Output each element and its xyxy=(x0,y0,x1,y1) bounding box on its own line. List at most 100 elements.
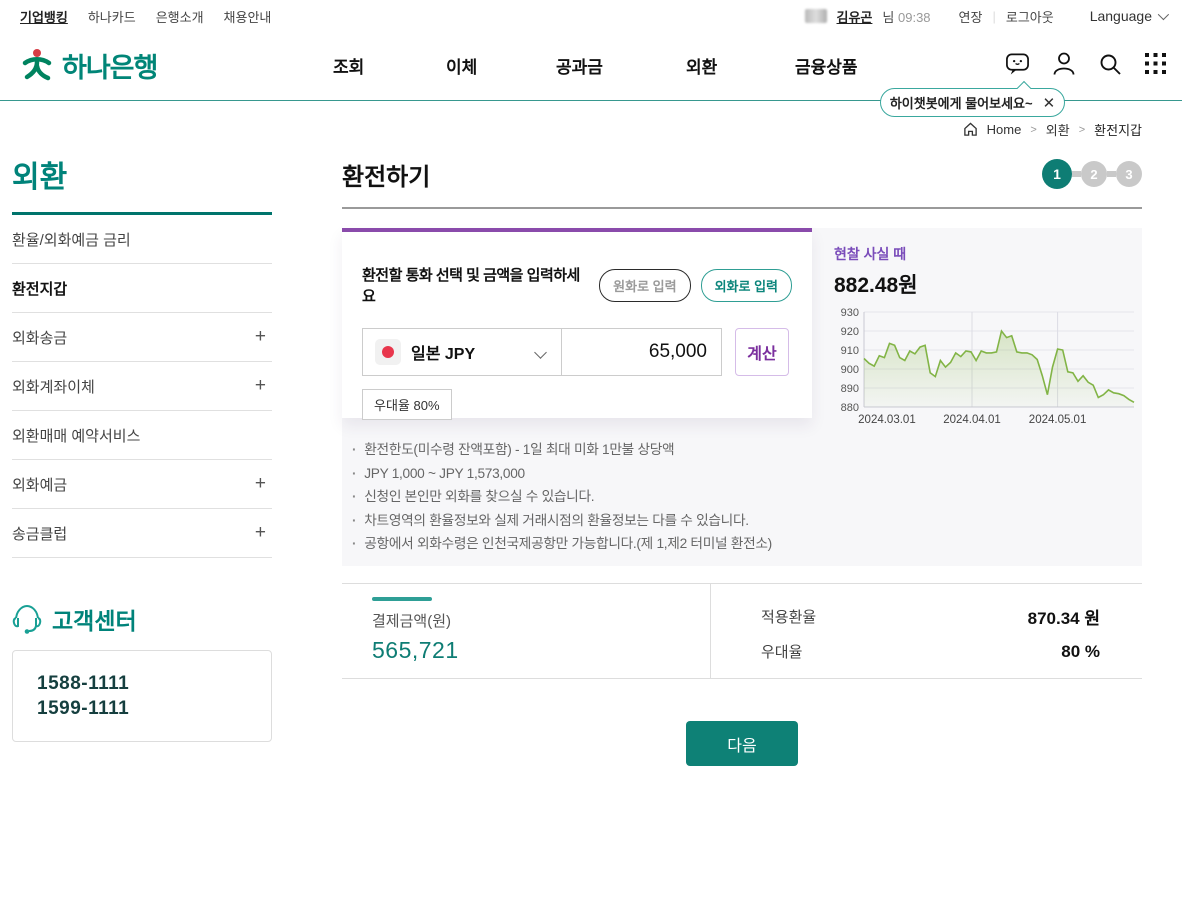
svg-text:910: 910 xyxy=(841,345,859,357)
note-item: JPY 1,000 ~ JPY 1,573,000 xyxy=(352,462,772,486)
sidebar-item-fx-account-transfer[interactable]: 외화계좌이체 + xyxy=(12,362,272,411)
headset-icon xyxy=(12,604,42,634)
nav-inquiry[interactable]: 조회 xyxy=(333,58,365,77)
logout-button[interactable]: 로그아웃 xyxy=(1005,9,1054,25)
next-button[interactable]: 다음 xyxy=(686,721,798,766)
breadcrumb-current: 환전지갑 xyxy=(1094,123,1142,138)
sidebar-item-remittance-club[interactable]: 송금클럽 + xyxy=(12,509,272,558)
currency-select[interactable]: 일본 JPY xyxy=(362,328,562,376)
input-in-fx-button[interactable]: 외화로 입력 xyxy=(700,268,792,302)
amount-input[interactable] xyxy=(562,328,722,376)
tooltip-close-icon[interactable]: ✕ xyxy=(1042,94,1056,112)
logo-text: 하나은행 xyxy=(62,53,158,83)
step-2: 2 xyxy=(1081,161,1107,187)
svg-text:2024.05.01: 2024.05.01 xyxy=(1029,414,1087,426)
note-item: 신청인 본인만 외화를 찾으실 수 있습니다. xyxy=(352,485,772,509)
accent-bar xyxy=(372,597,432,601)
sidebar-item-fx-remittance[interactable]: 외화송금 + xyxy=(12,313,272,362)
payment-amount-block: 결제금액(원) 565,721 xyxy=(342,584,710,678)
header: 하나은행 조회 이체 공과금 외환 금융상품 xyxy=(0,32,1182,101)
nav-transfer[interactable]: 이체 xyxy=(446,58,478,77)
step-connector xyxy=(1107,171,1116,177)
expand-icon[interactable]: + xyxy=(254,473,266,494)
breadcrumb: Home > 외환 > 환전지갑 xyxy=(963,120,1142,139)
chatbot-icon[interactable] xyxy=(1005,51,1030,76)
svg-text:2024.04.01: 2024.04.01 xyxy=(943,414,1001,426)
expand-icon[interactable]: + xyxy=(254,326,266,347)
home-icon[interactable] xyxy=(963,122,978,137)
phone-number: 1588-1111 xyxy=(37,673,130,694)
svg-text:930: 930 xyxy=(841,307,859,319)
user-avatar xyxy=(804,9,827,23)
expand-icon[interactable]: + xyxy=(254,522,266,543)
nav-financial-products[interactable]: 금융상품 xyxy=(795,58,858,77)
breadcrumb-forex[interactable]: 외환 xyxy=(1045,123,1070,138)
step-1: 1 xyxy=(1042,159,1072,189)
chevron-down-icon xyxy=(534,345,547,359)
form-label: 환전할 통화 선택 및 금액을 입력하세요 xyxy=(362,267,580,305)
svg-text:2024.03.01: 2024.03.01 xyxy=(858,414,916,426)
input-in-krw-button[interactable]: 원화로 입력 xyxy=(599,268,691,302)
note-item: 차트영역의 환율정보와 실제 거래시점의 환율정보는 다를 수 있습니다. xyxy=(352,509,772,533)
link-hana-card[interactable]: 하나카드 xyxy=(87,9,136,25)
applied-rate-label: 적용환율 xyxy=(761,609,817,626)
exchange-panel: 환전할 통화 선택 및 금액을 입력하세요 원화로 입력 외화로 입력 일본 J… xyxy=(342,228,1142,566)
applied-rate-value: 870.34 원 xyxy=(1027,609,1100,628)
sidebar-item-fx-reservation[interactable]: 외환매매 예약서비스 xyxy=(12,411,272,460)
currency-name: 일본 JPY xyxy=(411,346,476,363)
customer-center-title: 고객센터 xyxy=(52,608,137,634)
tooltip-text: 하이챗봇에게 물어보세요~ xyxy=(889,96,1033,111)
exchange-input-card: 환전할 통화 선택 및 금액을 입력하세요 원화로 입력 외화로 입력 일본 J… xyxy=(342,228,812,420)
rate-line-chart: 880 890 900 910 920 930 2024.03.01 2024.04.01 20… xyxy=(841,307,1135,426)
link-corporate-banking[interactable]: 기업뱅킹 xyxy=(20,9,68,25)
sidebar-item-fx-deposit[interactable]: 외화예금 + xyxy=(12,460,272,509)
phone-number: 1599-1111 xyxy=(37,698,130,719)
svg-text:920: 920 xyxy=(841,326,859,338)
breadcrumb-separator: > xyxy=(1078,123,1086,136)
step-indicator: 1 2 3 xyxy=(1042,159,1142,189)
step-connector xyxy=(1072,171,1081,177)
svg-text:880: 880 xyxy=(841,402,859,414)
hana-logo-icon xyxy=(22,48,52,80)
expand-icon[interactable]: + xyxy=(254,375,266,396)
sidebar-title: 외환 xyxy=(12,152,272,215)
customer-center: 고객센터 xyxy=(12,602,272,636)
svg-text:900: 900 xyxy=(841,364,859,376)
user-name[interactable]: 김유곤 xyxy=(836,9,873,25)
sidebar-item-exchange-rates[interactable]: 환율/외화예금 금리 xyxy=(12,215,272,264)
main-content: 환전하기 1 2 3 환전할 통화 선택 및 금액을 입력하세요 원화로 입력 … xyxy=(342,152,1142,766)
header-icons xyxy=(1005,51,1168,76)
sidebar-item-exchange-wallet[interactable]: 환전지갑 xyxy=(12,264,272,313)
pref-rate-value: 80 % xyxy=(1061,641,1100,661)
pref-rate-label: 우대율 xyxy=(761,644,803,661)
nav-bills[interactable]: 공과금 xyxy=(556,58,603,77)
chart-title: 현찰 사실 때 xyxy=(834,246,907,262)
language-select[interactable]: Language xyxy=(1090,8,1170,24)
logo[interactable]: 하나은행 xyxy=(20,46,158,85)
preferential-rate-chip: 우대율 80% xyxy=(362,389,452,420)
utility-bar: 기업뱅킹 하나카드 은행소개 채용안내 김유곤 님 09:38 연장 | 로그아… xyxy=(0,0,1182,32)
extend-session-button[interactable]: 연장 xyxy=(958,9,983,25)
sidebar-menu: 환율/외화예금 금리 환전지갑 외화송금 + 외화계좌이체 + 외환매매 예약서비스… xyxy=(12,215,272,558)
current-rate: 882.48원 xyxy=(834,274,918,297)
user-icon[interactable] xyxy=(1051,51,1076,76)
note-item: 환전한도(미수령 잔액포함) - 1일 최대 미화 1만불 상당액 xyxy=(352,438,772,462)
calculate-button[interactable]: 계산 xyxy=(735,328,789,376)
sidebar: 외환 환율/외화예금 금리 환전지갑 외화송금 + 외화계좌이체 + 외환매매 예약… xyxy=(12,152,272,742)
chatbot-tooltip: 하이챗봇에게 물어보세요~ ✕ xyxy=(880,80,1065,117)
title-divider xyxy=(342,207,1142,209)
utility-user-area: 김유곤 님 09:38 연장 | 로그아웃 Language xyxy=(804,7,1170,26)
chevron-down-icon xyxy=(1157,8,1170,21)
session-time: 09:38 xyxy=(898,9,931,25)
payment-amount-label: 결제금액(원) xyxy=(372,613,451,630)
breadcrumb-separator: > xyxy=(1030,123,1037,136)
search-icon[interactable] xyxy=(1097,51,1122,76)
breadcrumb-home[interactable]: Home xyxy=(986,122,1022,137)
link-bank-intro[interactable]: 은행소개 xyxy=(155,9,204,25)
step-3: 3 xyxy=(1116,161,1142,187)
all-menu-icon[interactable] xyxy=(1143,51,1168,76)
nav-forex[interactable]: 외환 xyxy=(686,58,718,77)
link-recruit[interactable]: 채용안내 xyxy=(223,9,272,25)
customer-center-box: 1588-1111 1599-1111 xyxy=(12,650,272,742)
